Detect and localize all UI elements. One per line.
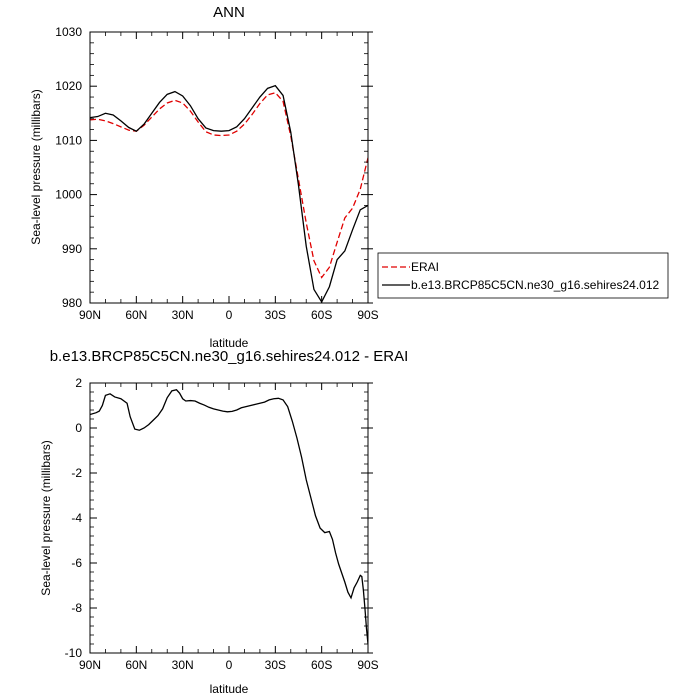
- top-chart-frame: [89, 31, 369, 304]
- top-chart-legend: ERAI b.e13.BRCP85C5CN.ne30_g16.sehires24…: [377, 252, 669, 299]
- top-chart-y-tick-label: 1000: [55, 188, 82, 202]
- top-chart-x-tick-label: 90N: [79, 308, 101, 322]
- top-chart-y-tick-label: 1010: [55, 133, 82, 147]
- top-chart-x-tick-label: 60S: [311, 308, 332, 322]
- top-chart-title: ANN: [213, 4, 245, 21]
- top-chart-x-tick-label: 60N: [125, 308, 147, 322]
- bottom-chart-x-tick-label: 60S: [311, 658, 332, 672]
- bottom-chart-x-tick-label: 30N: [172, 658, 194, 672]
- top-chart-y-tick-label: 990: [62, 242, 82, 256]
- bottom-chart: b.e13.BRCP85C5CN.ne30_g16.sehires24.012 …: [39, 348, 408, 696]
- bottom-chart-y-tick-label: -6: [71, 556, 82, 570]
- top-chart-series-line-1: [90, 84, 368, 303]
- top-chart-x-tick-label: 30N: [172, 308, 194, 322]
- top-chart-y-tick-label: 1030: [55, 25, 82, 39]
- bottom-chart-y-axis-label: Sea-level pressure (millibars): [39, 440, 53, 595]
- top-chart-x-tick-label: 0: [226, 308, 233, 322]
- bottom-chart-y-tick-label: 2: [75, 376, 82, 390]
- bottom-chart-y-tick-label: -2: [71, 466, 82, 480]
- top-chart-x-axis-label: latitude: [210, 336, 249, 350]
- bottom-chart-frame: [89, 382, 369, 654]
- bottom-chart-y-tick-label: -8: [71, 601, 82, 615]
- bottom-chart-y-tick-label: 0: [75, 421, 82, 435]
- bottom-chart-title: b.e13.BRCP85C5CN.ne30_g16.sehires24.012 …: [50, 348, 409, 365]
- bottom-chart-x-tick-label: 30S: [265, 658, 286, 672]
- bottom-chart-x-axis-label: latitude: [210, 682, 249, 696]
- legend-label-model: b.e13.BRCP85C5CN.ne30_g16.sehires24.012: [411, 278, 659, 292]
- bottom-chart-y-tick-label: -4: [71, 511, 82, 525]
- top-chart-x-tick-label: 90S: [357, 308, 378, 322]
- top-chart-plot-area: 90N 60N 30N 0 30S 60S 90S 980 990 1000 1010 1020 103…: [55, 25, 378, 322]
- bottom-chart-x-tick-label: 0: [226, 658, 233, 672]
- top-chart-y-tick-label: 1020: [55, 79, 82, 93]
- bottom-chart-y-tick-label: -10: [65, 646, 83, 660]
- top-chart-y-axis-label: Sea-level pressure (millibars): [29, 89, 43, 244]
- bottom-chart-x-tick-label: 90S: [357, 658, 378, 672]
- bottom-chart-x-tick-label: 60N: [125, 658, 147, 672]
- legend-label-erai: ERAI: [411, 260, 439, 274]
- legend-box: [377, 252, 669, 299]
- bottom-chart-x-tick-label: 90N: [79, 658, 101, 672]
- bottom-chart-plot-area: 90N 60N 30N 0 30S 60S 90S -10 -8 -6 -4 -2 0 2: [65, 376, 379, 672]
- top-chart-x-tick-label: 30S: [265, 308, 286, 322]
- bottom-chart-series-line-0: [90, 389, 368, 645]
- top-chart-y-tick-label: 980: [62, 296, 82, 310]
- top-chart-series-line-0: [90, 91, 368, 279]
- top-chart: ANN 90N 60N 30N 0 30S 60S 90S 980 990 1000 1010 102…: [29, 4, 669, 350]
